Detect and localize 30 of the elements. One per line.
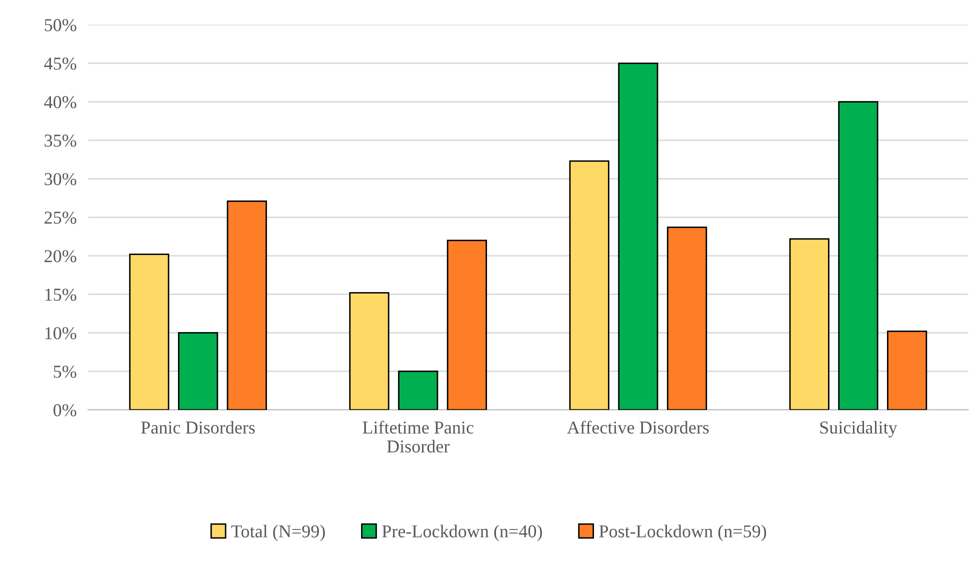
bar [666,226,708,410]
bar [618,62,658,410]
y-tick-label: 35% [44,134,76,147]
y-tick-label: 0% [54,404,76,416]
y-tick-label: 30% [44,173,76,186]
bar [569,160,610,410]
legend-label: Post-Lockdown (n=59) [599,524,766,542]
x-tick-label: Suicidality [820,420,898,438]
x-tick-label: Liftetime Panic Disorder [362,420,474,453]
x-tick-label: Affective Disorders [567,420,709,434]
y-tick-label: 5% [54,366,76,378]
y-tick-label: 20% [44,250,76,262]
bar [349,292,390,410]
y-tick-label: 25% [44,212,76,224]
bar [398,370,438,410]
bar [226,200,267,410]
y-tick-label: 50% [44,19,76,32]
y-tick-label: 45% [44,58,76,70]
bar [838,101,878,410]
bar [789,238,830,410]
y-tick-label: 40% [44,96,76,108]
legend-label: Total (N=99) [231,524,325,542]
bar [129,254,170,410]
bar [178,332,218,410]
bar [446,240,488,410]
x-tick-label: Panic Disorders [141,420,255,434]
y-tick-label: 10% [45,327,76,340]
y-tick-label: 15% [45,288,76,301]
bar [886,330,928,410]
legend-label: Pre-Lockdown (n=40) [382,524,542,542]
